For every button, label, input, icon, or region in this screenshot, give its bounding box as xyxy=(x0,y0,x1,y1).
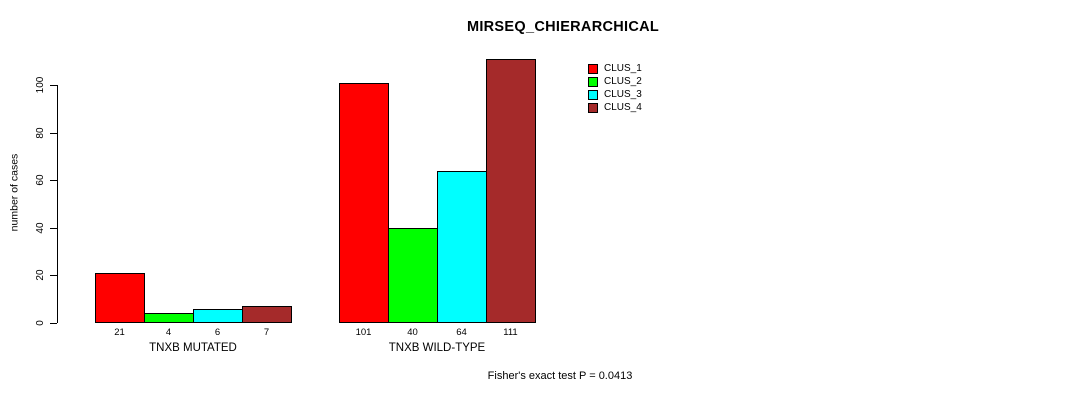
legend-swatch-clus-4 xyxy=(588,102,598,113)
bar-value-label-clus-4-tnxb-wild-type: 111 xyxy=(503,327,518,338)
bar-clus-3-tnxb-mutated xyxy=(193,309,243,323)
y-tick xyxy=(50,133,57,134)
y-tick-label: 0 xyxy=(34,320,46,326)
legend-item-clus-1: CLUS_1 xyxy=(588,62,642,75)
legend-swatch-clus-1 xyxy=(588,63,598,74)
bar-clus-2-tnxb-mutated xyxy=(144,313,194,323)
legend-swatch-clus-2 xyxy=(588,76,598,87)
y-tick xyxy=(50,180,57,181)
y-tick-label: 100 xyxy=(34,76,46,94)
legend-item-clus-2: CLUS_2 xyxy=(588,75,642,88)
bar-clus-1-tnxb-mutated xyxy=(95,273,145,323)
bar-value-label-clus-2-tnxb-mutated: 4 xyxy=(165,327,172,338)
y-tick-label: 60 xyxy=(34,174,46,186)
bar-value-label-clus-3-tnxb-wild-type: 64 xyxy=(456,327,467,338)
bar-value-label-clus-2-tnxb-wild-type: 40 xyxy=(407,327,418,338)
y-axis-title: number of cases xyxy=(8,153,20,232)
y-tick xyxy=(50,275,57,276)
bar-clus-1-tnxb-wild-type xyxy=(339,83,389,323)
bar-value-label-clus-3-tnxb-mutated: 6 xyxy=(214,327,221,338)
legend-label-clus-1: CLUS_1 xyxy=(604,63,642,74)
category-label-tnxb-mutated: TNXB MUTATED xyxy=(149,342,237,354)
y-tick-label: 80 xyxy=(34,127,46,139)
bar-clus-2-tnxb-wild-type xyxy=(388,228,438,323)
legend-label-clus-3: CLUS_3 xyxy=(604,89,642,100)
legend-item-clus-3: CLUS_3 xyxy=(588,88,642,101)
bar-clus-4-tnxb-mutated xyxy=(242,306,292,323)
chart-title: MIRSEQ_CHIERARCHICAL xyxy=(466,19,660,35)
bar-value-label-clus-1-tnxb-mutated: 21 xyxy=(114,327,125,338)
bar-clus-3-tnxb-wild-type xyxy=(437,171,487,323)
y-tick-label: 20 xyxy=(34,269,46,281)
bar-clus-4-tnxb-wild-type xyxy=(486,59,536,323)
legend-swatch-clus-3 xyxy=(588,89,598,100)
legend-label-clus-2: CLUS_2 xyxy=(604,76,642,87)
annotation-text: Fisher's exact test P = 0.0413 xyxy=(487,370,633,382)
category-label-tnxb-wild-type: TNXB WILD-TYPE xyxy=(388,342,486,354)
y-tick xyxy=(50,228,57,229)
y-tick xyxy=(50,85,57,86)
y-tick xyxy=(50,323,57,324)
legend: CLUS_1 CLUS_2 CLUS_3 CLUS_4 xyxy=(588,62,642,114)
bar-value-label-clus-4-tnxb-mutated: 7 xyxy=(263,327,270,338)
bar-value-label-clus-1-tnxb-wild-type: 101 xyxy=(355,327,372,338)
y-axis-line xyxy=(57,85,58,323)
legend-label-clus-4: CLUS_4 xyxy=(604,102,642,113)
y-tick-label: 40 xyxy=(34,222,46,234)
legend-item-clus-4: CLUS_4 xyxy=(588,101,642,114)
